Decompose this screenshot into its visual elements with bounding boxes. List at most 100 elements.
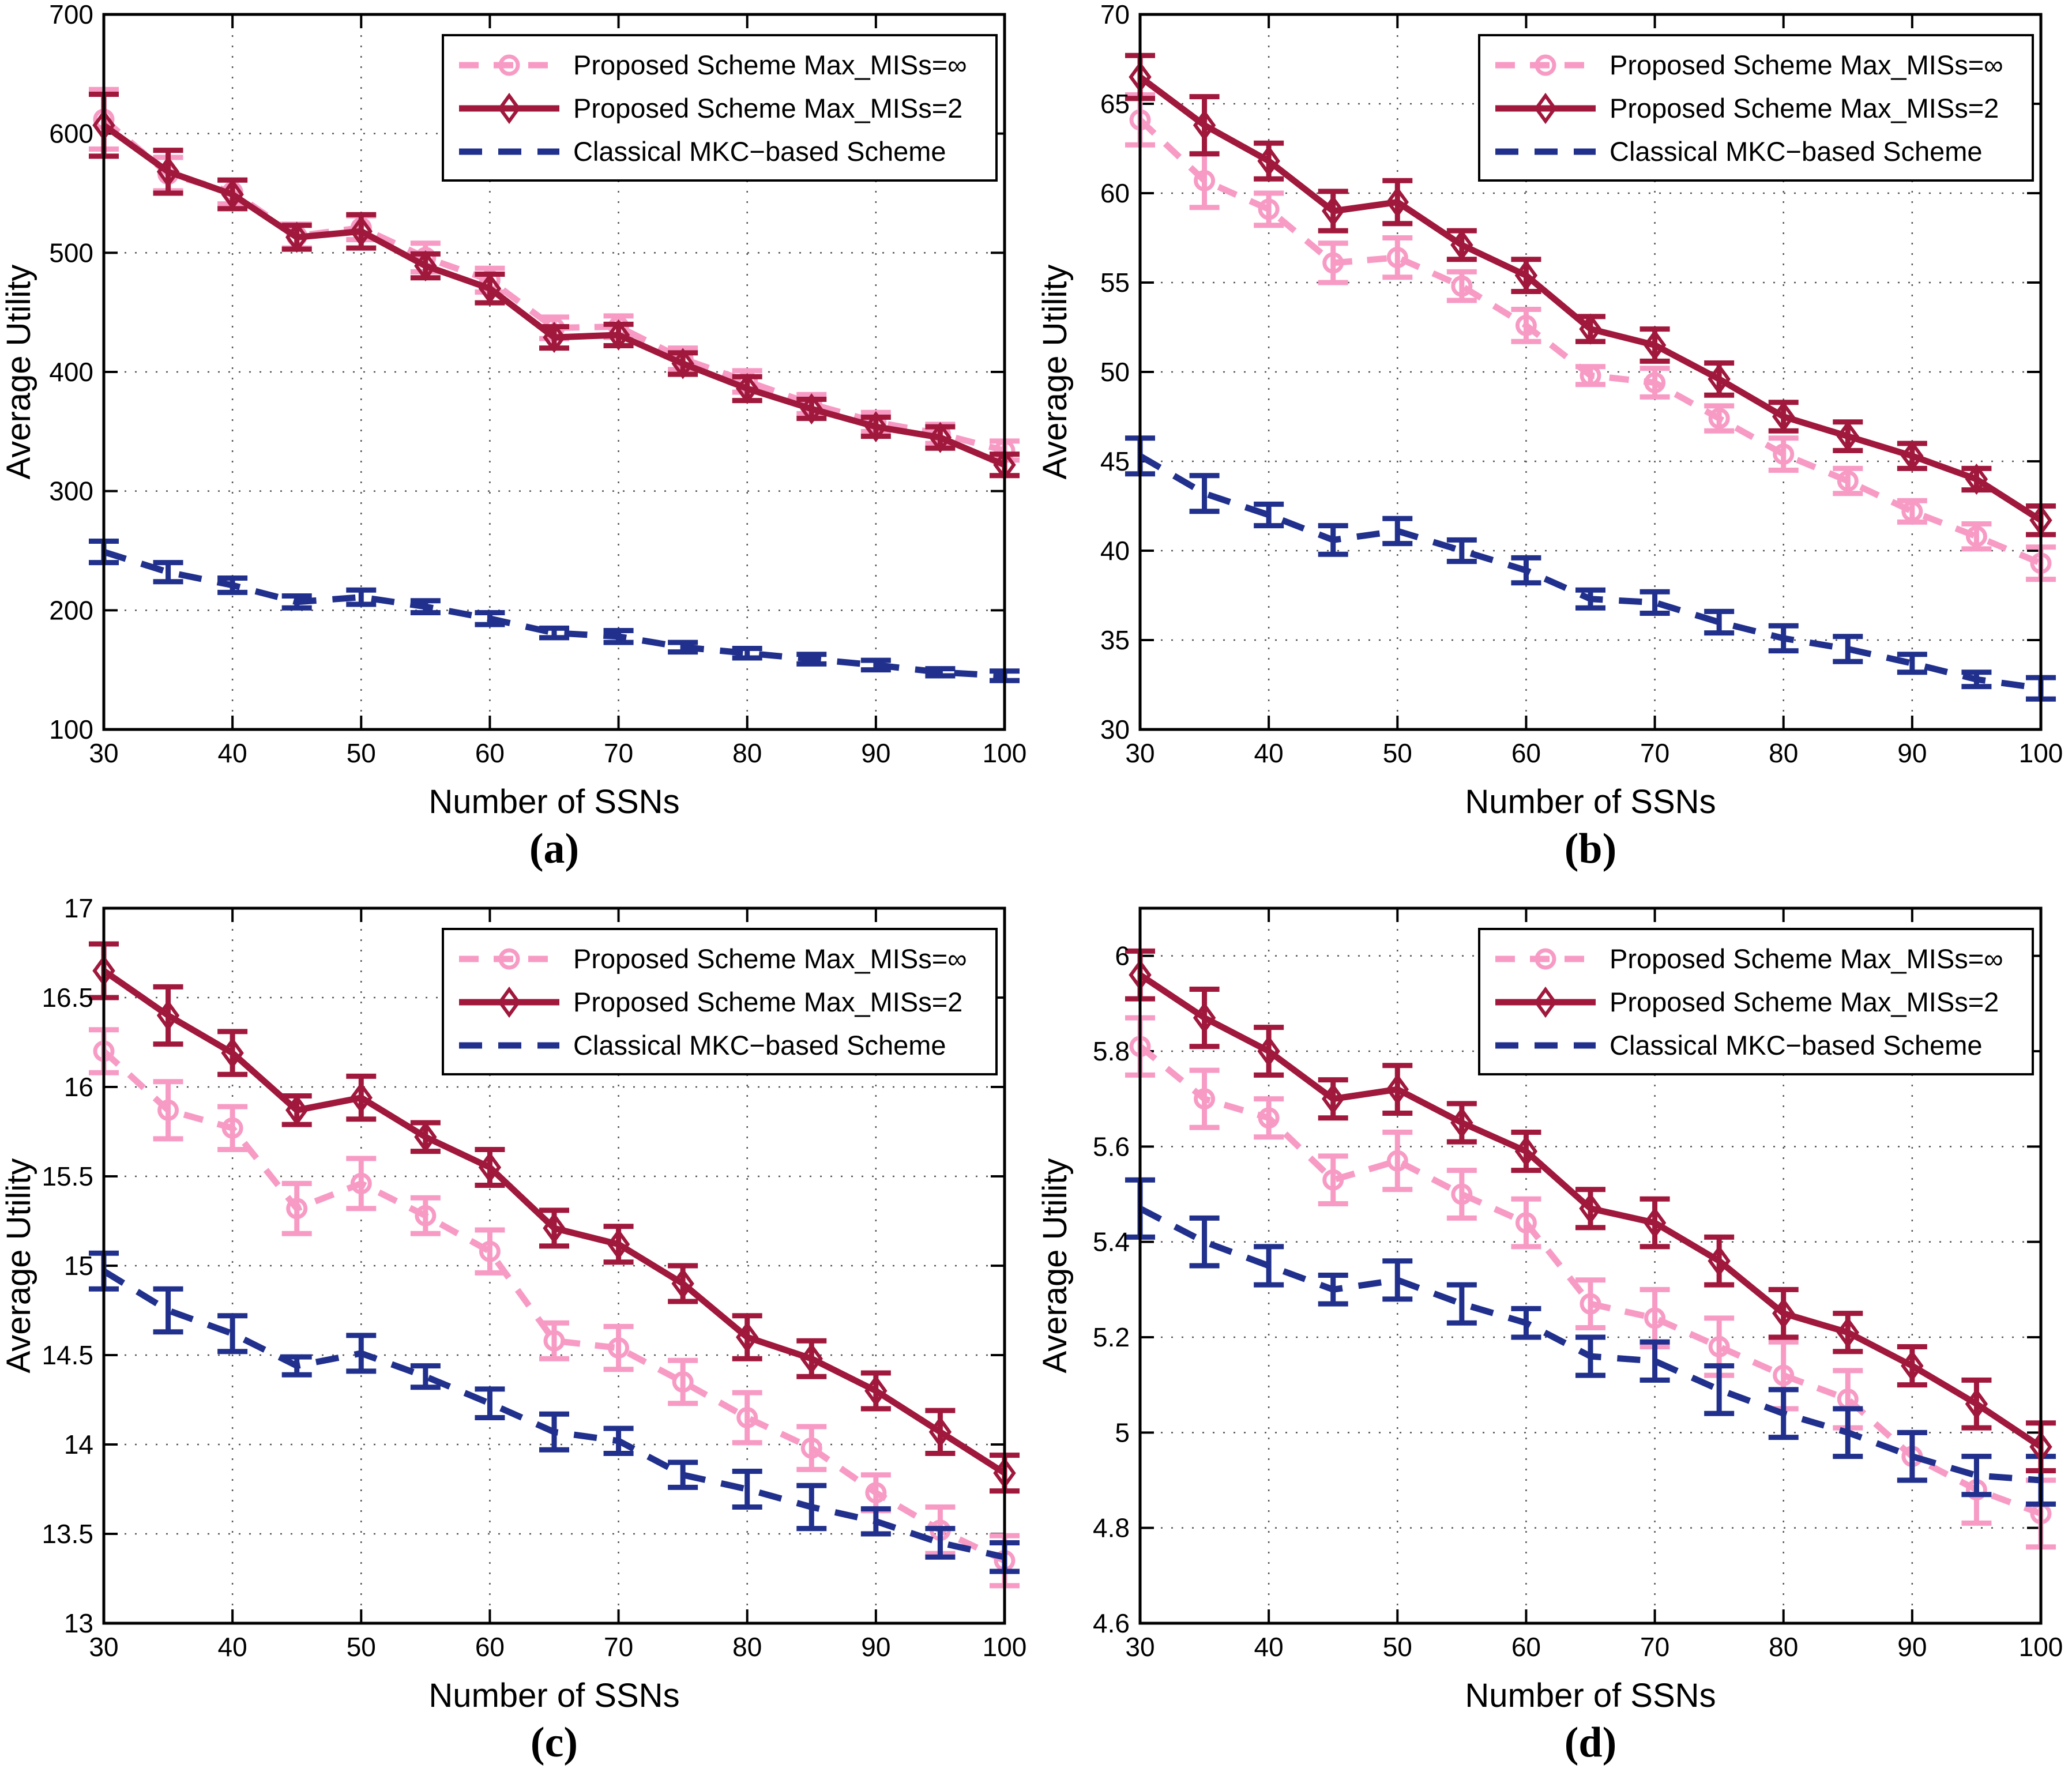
- legend-label: Proposed Scheme Max_MISs=∞: [573, 943, 967, 974]
- series-red: [89, 941, 1020, 1494]
- x-tick-label: 40: [1254, 738, 1284, 768]
- x-tick-label: 90: [861, 1632, 890, 1662]
- x-tick-label: 100: [2019, 1632, 2063, 1662]
- x-tick-label: 50: [1383, 738, 1412, 768]
- plot-box: [1138, 906, 2043, 1625]
- panel-c-chart: 30 40 50 60 70 80 90 100 13 13.5 14 14.5 15 15.5 16 16.…: [0, 894, 1036, 1787]
- x-axis-label: Number of SSNs: [1465, 783, 1716, 821]
- legend-label: Classical MKC−based Scheme: [573, 136, 946, 167]
- y-tick-label: 30: [1100, 714, 1130, 744]
- circle-marker-icon: [1535, 948, 1556, 970]
- x-axis-label: Number of SSNs: [1465, 1677, 1716, 1714]
- panel-d-chart: 30 40 50 60 70 80 90 100 4.6 4.8 5 5.2 5.4 5.6 5.8 6 Num…: [1036, 894, 2072, 1787]
- series-line: [1138, 453, 2041, 692]
- diamond-marker-icon: [498, 92, 521, 125]
- y-tick-label: 65: [1100, 89, 1130, 119]
- plot-box: [102, 906, 1006, 1625]
- series-line: [1138, 1044, 2042, 1517]
- legend: Proposed Scheme Max_MISs=∞ Proposed Schem…: [1478, 928, 2034, 1075]
- x-tick-label: 60: [1511, 738, 1541, 768]
- y-tick-label: 55: [1100, 268, 1130, 298]
- y-tick-label: 5.2: [1093, 1322, 1130, 1352]
- series-line: [102, 1268, 1006, 1560]
- y-tick-label: 4.8: [1093, 1513, 1130, 1543]
- x-tick-label: 100: [983, 738, 1027, 768]
- circle-marker-icon: [1535, 54, 1556, 76]
- diamond-marker-icon: [1534, 986, 1557, 1018]
- y-tick-label: 15.5: [42, 1161, 93, 1191]
- legend-entry: Proposed Scheme Max_MISs=∞: [459, 943, 967, 974]
- y-tick-label: 70: [1100, 0, 1130, 29]
- x-axis-label: Number of SSNs: [428, 1677, 679, 1714]
- legend-label: Proposed Scheme Max_MISs=∞: [573, 50, 967, 80]
- legend-label: Proposed Scheme Max_MISs=2: [573, 987, 962, 1017]
- x-tick-label: 80: [732, 1632, 762, 1662]
- y-tick-label: 100: [49, 714, 93, 744]
- x-tick-label: 40: [1254, 1632, 1284, 1662]
- y-tick-labels: 100 200 300 400 500 600 700: [49, 0, 93, 744]
- y-tick-label: 4.6: [1093, 1608, 1130, 1638]
- legend-label: Classical MKC−based Scheme: [573, 1030, 946, 1060]
- panel-c: 30 40 50 60 70 80 90 100 13 13.5 14 14.5 15 15.5 16 16.…: [0, 894, 1036, 1787]
- y-tick-label: 16.5: [42, 983, 93, 1013]
- y-tick-label: 6: [1115, 941, 1130, 971]
- legend-entry: Proposed Scheme Max_MISs=2: [459, 986, 962, 1018]
- y-tick-labels: 4.6 4.8 5 5.2 5.4 5.6 5.8 6: [1093, 941, 1130, 1638]
- x-tick-label: 70: [1640, 1632, 1669, 1662]
- panel-a-label: (a): [529, 825, 580, 872]
- series-line: [1138, 1205, 2041, 1484]
- plot-box: [102, 13, 1006, 731]
- legend-entry: Proposed Scheme Max_MISs=∞: [1495, 50, 2003, 80]
- x-tick-label: 40: [218, 738, 247, 768]
- y-tick-label: 5: [1115, 1417, 1130, 1447]
- panel-b: 30 40 50 60 70 80 90 100 30 35 40 45 50 55 60 65 70 Numbe…: [1036, 0, 2072, 893]
- series-blue: [1125, 435, 2056, 702]
- y-tick-label: 5.6: [1093, 1131, 1130, 1161]
- legend: Proposed Scheme Max_MISs=∞ Proposed Schem…: [442, 34, 998, 182]
- legend-entry: Proposed Scheme Max_MISs=2: [459, 92, 962, 125]
- x-tick-labels: 30 40 50 60 70 80 90 100: [1125, 1632, 2063, 1662]
- legend-label: Proposed Scheme Max_MISs=∞: [1610, 943, 2003, 974]
- legend-entry: Classical MKC−based Scheme: [459, 1030, 946, 1060]
- y-tick-labels: 30 35 40 45 50 55 60 65 70: [1100, 0, 1130, 744]
- x-tick-labels: 30 40 50 60 70 80 90 100: [89, 1632, 1026, 1662]
- circle-marker-icon: [498, 948, 520, 970]
- legend-label: Classical MKC−based Scheme: [1610, 136, 1983, 167]
- x-tick-label: 30: [1125, 738, 1155, 768]
- y-tick-labels: 13 13.5 14 14.5 15 15.5 16 16.5 17: [42, 894, 93, 1638]
- y-tick-label: 60: [1100, 178, 1130, 208]
- x-tick-label: 100: [983, 1632, 1027, 1662]
- y-axis-label: Average Utility: [0, 1158, 37, 1374]
- y-tick-label: 700: [49, 0, 93, 29]
- y-tick-label: 400: [49, 357, 93, 387]
- series-line: [101, 1048, 1006, 1564]
- legend-label: Proposed Scheme Max_MISs=∞: [1610, 50, 2003, 80]
- y-tick-label: 17: [64, 894, 93, 923]
- x-tick-label: 60: [475, 1632, 505, 1662]
- y-axis-label: Average Utility: [1036, 1158, 1074, 1374]
- legend-entry: Classical MKC−based Scheme: [1495, 136, 1983, 167]
- series-line: [103, 548, 1005, 679]
- legend-label: Classical MKC−based Scheme: [1610, 1030, 1983, 1060]
- series-line: [1138, 74, 2043, 523]
- series-line: [1138, 972, 2043, 1450]
- x-axis-label: Number of SSNs: [428, 783, 679, 821]
- y-tick-label: 13.5: [42, 1519, 93, 1549]
- circle-marker-icon: [498, 54, 520, 76]
- x-tick-label: 80: [1769, 738, 1798, 768]
- x-tick-label: 90: [1897, 738, 1927, 768]
- y-tick-label: 45: [1100, 446, 1130, 476]
- panel-c-label: (c): [530, 1719, 578, 1766]
- x-tick-label: 80: [732, 738, 762, 768]
- panel-b-label: (b): [1564, 825, 1617, 872]
- x-tick-label: 50: [347, 738, 376, 768]
- y-tick-label: 5.8: [1093, 1036, 1130, 1066]
- legend-entry: Classical MKC−based Scheme: [1495, 1030, 1983, 1060]
- legend-entry: Proposed Scheme Max_MISs=2: [1495, 92, 1999, 125]
- legend-entry: Classical MKC−based Scheme: [459, 136, 946, 167]
- y-tick-label: 16: [64, 1072, 93, 1102]
- x-tick-label: 60: [1511, 1632, 1541, 1662]
- x-tick-label: 70: [604, 738, 633, 768]
- y-tick-label: 300: [49, 476, 93, 506]
- panel-b-chart: 30 40 50 60 70 80 90 100 30 35 40 45 50 55 60 65 70 Numbe…: [1036, 0, 2072, 893]
